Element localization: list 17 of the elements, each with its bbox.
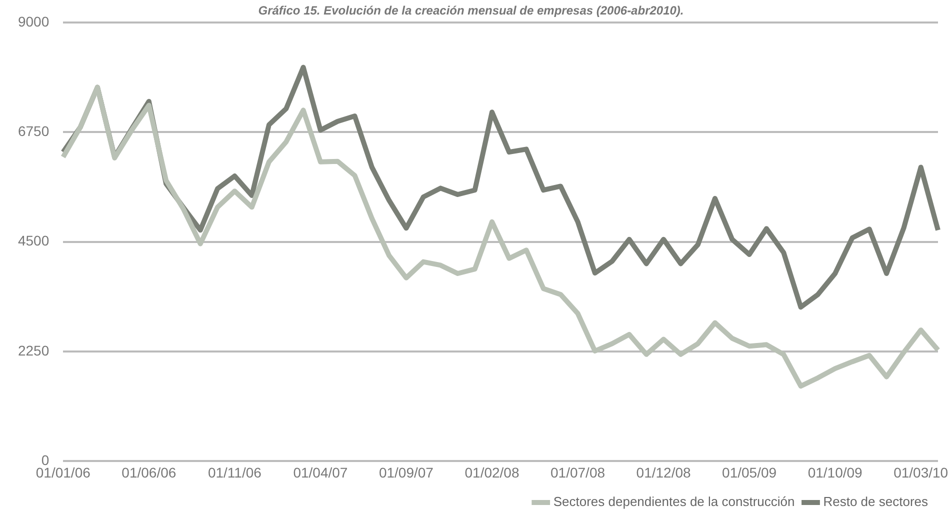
x-tick-label: 01/04/07	[293, 464, 348, 480]
x-tick-label: 01/12/08	[636, 464, 691, 480]
x-tick-label: 01/05/09	[722, 464, 777, 480]
x-tick-label: 01/06/06	[122, 464, 176, 480]
x-tick-label: 01/10/09	[808, 464, 863, 480]
chart-title: Gráfico 15. Evolución de la creación mensual de empresas (2006-abr2010).	[258, 4, 684, 18]
y-tick-label: 6750	[18, 122, 50, 139]
y-tick-label: 2250	[18, 342, 50, 358]
x-tick-label: 01/03/10	[894, 464, 948, 480]
y-tick-label: 4500	[18, 232, 50, 249]
x-tick-label: 01/09/07	[378, 464, 434, 480]
x-tick-label: 01/02/08	[464, 464, 520, 480]
x-tick-label: 01/07/08	[550, 464, 606, 480]
legend-label: Resto de sectores	[823, 494, 928, 510]
y-tick-label: 9000	[18, 13, 50, 30]
x-tick-label: 01/11/06	[208, 464, 262, 480]
legend-label: Sectores dependientes de la construcción	[553, 494, 795, 510]
